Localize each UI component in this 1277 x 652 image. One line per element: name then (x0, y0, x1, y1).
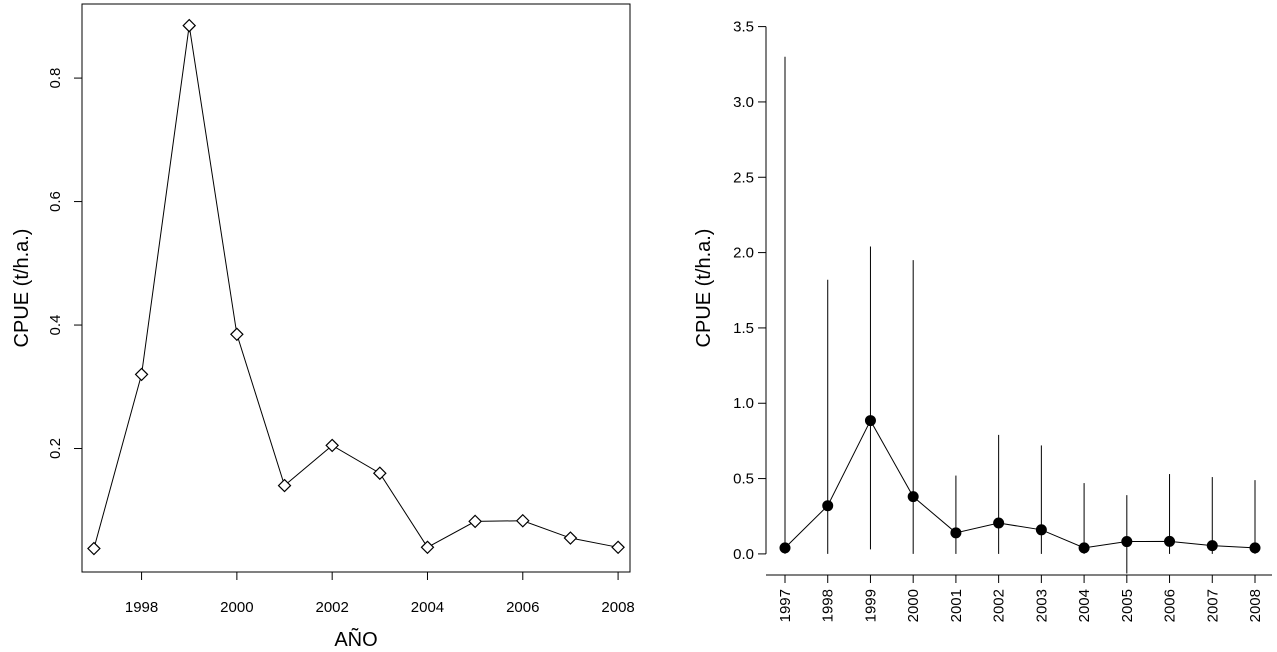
left-x-tick-label: 1998 (125, 599, 158, 616)
right-data-point (1164, 535, 1176, 547)
right-x-tick-label: 1997 (777, 589, 794, 622)
left-x-tick-label: 2008 (601, 599, 634, 616)
right-x-tick-label: 2007 (1204, 589, 1221, 622)
left-x-axis: 1998 2000 2002 2004 2006 2008 (125, 572, 635, 616)
right-x-tick-label: 2004 (1076, 589, 1093, 622)
left-y-axis: 0.2 0.4 0.6 0.8 (47, 68, 82, 459)
left-y-axis-title: CPUE (t/h.a.) (11, 229, 33, 348)
left-data-point (87, 541, 101, 556)
left-data-point (325, 438, 340, 453)
right-y-tick-label: 1.0 (733, 395, 754, 412)
left-x-tick-label: 2006 (506, 599, 539, 616)
left-data-point (182, 18, 197, 33)
left-x-tick-label: 2000 (220, 599, 253, 616)
left-data-point (277, 478, 292, 493)
right-y-axis-title: CPUE (t/h.a.) (693, 229, 715, 348)
left-data-point (563, 531, 578, 545)
right-x-tick-label: 2002 (991, 589, 1008, 622)
right-y-tick-label: 0.5 (733, 471, 754, 488)
left-plot-frame (81, 3, 631, 573)
right-data-point (950, 527, 962, 539)
right-data-point (822, 500, 834, 512)
left-y-tick-label: 0.8 (47, 68, 64, 89)
right-data-point (779, 542, 791, 554)
right-chart-panel: 1997 1998 1999 2000 2001 2002 2003 2004 2005 2006… (693, 19, 1272, 622)
left-x-tick-label: 2002 (315, 599, 348, 616)
right-x-tick-label: 2008 (1247, 589, 1264, 622)
right-x-tick-label: 2003 (1033, 589, 1050, 622)
left-y-tick-label: 0.4 (47, 315, 64, 336)
right-data-point (864, 415, 876, 427)
right-y-tick-label: 3.0 (733, 94, 754, 111)
left-series-group (87, 18, 625, 556)
right-axes (765, 26, 1272, 576)
left-series-line (93, 25, 619, 549)
right-data-point (1121, 536, 1133, 548)
right-y-axis: 0.0 0.5 1.0 1.5 2.0 2.5 3.0 3.5 (733, 19, 766, 563)
left-data-point (515, 513, 530, 528)
left-chart-panel: 1998 2000 2002 2004 2006 2008 0.2 0.4 0.6 0.8 AÑ… (11, 3, 635, 651)
right-series-line (784, 419, 1256, 549)
right-x-tick-label: 2000 (905, 589, 922, 622)
right-x-tick-label: 1999 (862, 589, 879, 622)
right-x-tick-label: 2005 (1119, 589, 1136, 622)
left-data-point (611, 540, 625, 555)
right-data-point (1078, 542, 1090, 554)
left-x-tick-label: 2004 (411, 599, 444, 616)
left-data-point (468, 514, 482, 529)
right-data-point (1035, 524, 1047, 536)
left-data-point (134, 367, 149, 382)
right-data-point (907, 491, 919, 503)
left-data-point (230, 327, 244, 342)
right-x-tick-label: 1998 (820, 589, 837, 622)
right-series-group (779, 415, 1261, 554)
right-y-tick-label: 2.0 (733, 245, 754, 262)
right-error-bars (784, 56, 1256, 574)
left-data-point (372, 466, 387, 481)
right-x-tick-label: 2001 (948, 589, 965, 622)
right-y-tick-label: 1.5 (733, 320, 754, 337)
right-x-axis: 1997 1998 1999 2000 2001 2002 2003 2004 2005 2006… (777, 575, 1264, 622)
left-y-tick-label: 0.2 (47, 438, 64, 459)
right-y-tick-label: 3.5 (733, 19, 754, 36)
left-data-point (420, 540, 435, 555)
right-data-point (1206, 540, 1218, 552)
left-x-axis-title: AÑO (334, 627, 377, 651)
right-y-tick-label: 0.0 (733, 546, 754, 563)
right-y-tick-label: 2.5 (733, 169, 754, 186)
left-y-tick-label: 0.6 (47, 191, 64, 212)
right-x-tick-label: 2006 (1162, 589, 1179, 622)
right-data-point (993, 517, 1005, 529)
right-data-point (1249, 542, 1261, 554)
